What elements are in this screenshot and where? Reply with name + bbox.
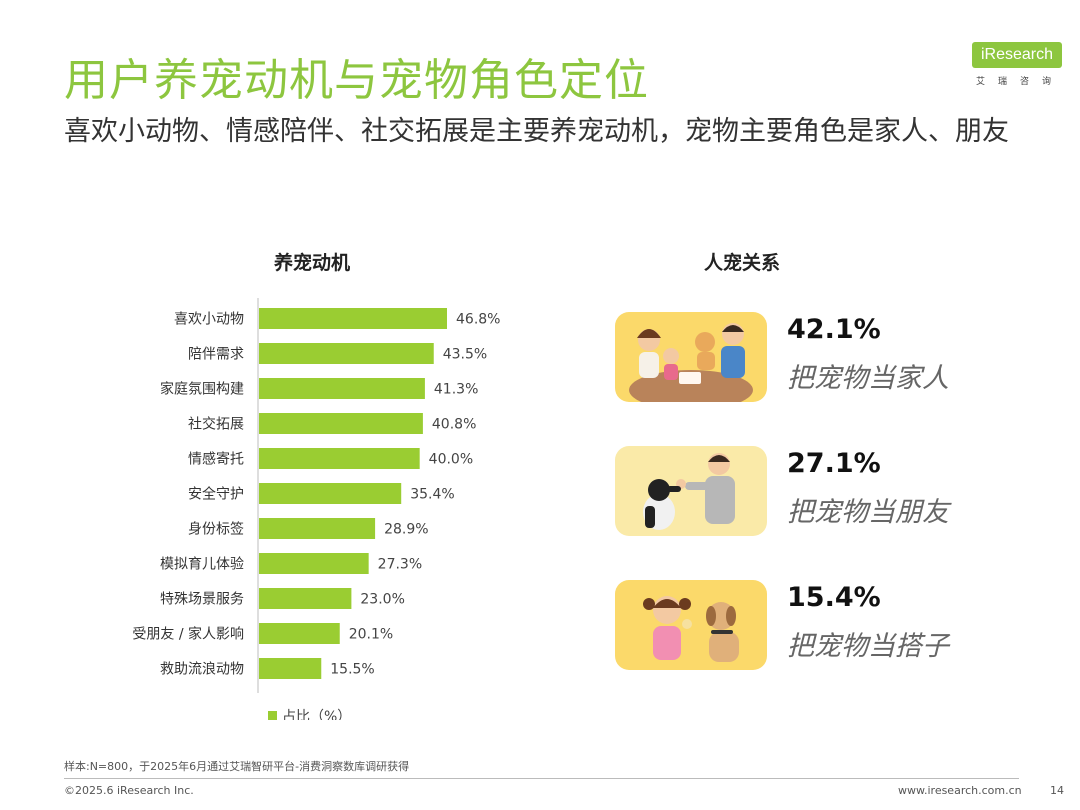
bar [259,448,420,469]
data-label: 23.0% [360,592,404,608]
footnote: 样本:N=800，于2025年6月通过艾瑞智研平台-消费洞察数库调研获得 [64,760,410,773]
category-label: 模拟育儿体验 [160,557,244,573]
buddy-percentage: 15.4% [787,582,881,613]
data-label: 46.8% [456,312,500,328]
footer-copyright: ©2025.6 iResearch Inc. [64,784,194,797]
page-number: 14 [1050,784,1064,797]
bar [259,623,340,644]
data-label: 27.3% [378,557,422,573]
bar [259,553,369,574]
data-label: 28.9% [384,522,428,538]
bar [259,483,402,504]
page-title: 用户养宠动机与宠物角色定位 [64,55,649,106]
family-with-dog-illustration-icon [615,312,767,402]
page-subtitle: 喜欢小动物、情感陪伴、社交拓展是主要养宠动机，宠物主要角色是家人、朋友 [64,116,1009,147]
category-label: 身份标签 [188,521,244,538]
footer-divider [64,778,1019,779]
data-label: 15.5% [330,662,374,678]
data-label: 40.8% [432,417,476,433]
legend-label: 占比（%） [282,709,351,720]
girl-with-dog-illustration-icon [615,580,767,670]
bar [259,658,322,679]
bar [259,343,434,364]
relationship-item-friend: 27.1% 把宠物当朋友 [615,446,1035,538]
relationship-item-family: 42.1% 把宠物当家人 [615,312,1035,404]
legend-swatch [268,711,277,720]
data-label: 35.4% [410,487,454,503]
bar [259,518,376,539]
family-label: 把宠物当家人 [787,363,949,394]
bar [259,308,447,329]
category-label: 受朋友 / 家人影响 [132,626,244,643]
category-label: 家庭氛围构建 [160,381,244,398]
bar [259,378,425,399]
category-label: 情感寄托 [188,451,244,468]
logo-cn-text: 艾瑞咨询 [976,77,1065,87]
chart-title: 养宠动机 [274,252,351,274]
iresearch-logo: iResearch 艾瑞咨询 [972,40,1068,88]
category-label: 陪伴需求 [188,347,244,363]
motivation-bar-chart: 喜欢小动物 46.8% 陪伴需求 43.5% 家庭氛围构建 41.3% 社交拓展 40.8% 情… [132,298,500,720]
category-label: 喜欢小动物 [174,312,244,328]
relationship-item-buddy: 15.4% 把宠物当搭子 [615,580,1035,672]
logo-text: iResearch [972,42,1062,68]
man-high-five-dog-illustration-icon [615,446,767,536]
footer-website[interactable]: www.iresearch.com.cn [898,784,1022,797]
category-label: 救助流浪动物 [160,662,244,678]
category-label: 特殊场景服务 [160,592,244,608]
category-label: 安全守护 [188,486,244,503]
category-label: 社交拓展 [188,416,244,433]
friend-percentage: 27.1% [787,448,881,479]
data-label: 20.1% [349,627,393,643]
friend-label: 把宠物当朋友 [787,497,949,528]
family-percentage: 42.1% [787,314,881,345]
data-label: 40.0% [429,452,473,468]
relationship-title: 人宠关系 [704,252,781,274]
bar [259,413,423,434]
data-label: 43.5% [443,347,487,363]
bar [259,588,352,609]
buddy-label: 把宠物当搭子 [787,631,949,662]
data-label: 41.3% [434,382,478,398]
